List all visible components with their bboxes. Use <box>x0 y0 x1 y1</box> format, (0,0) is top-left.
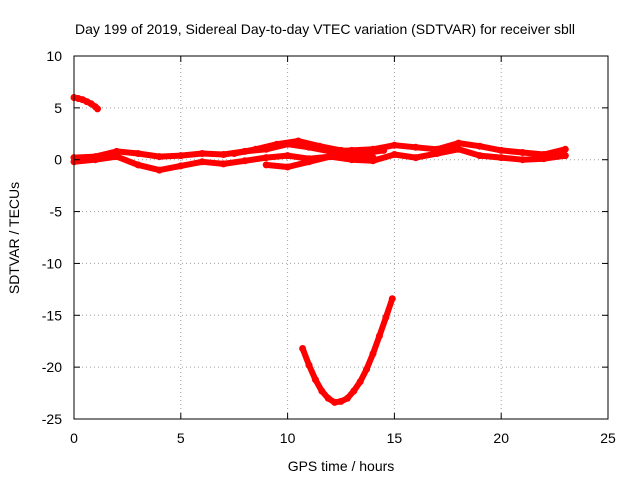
data-point <box>198 158 206 166</box>
data-point <box>561 152 569 160</box>
y-tick-label: 10 <box>46 48 62 64</box>
data-point <box>177 152 185 160</box>
series-line-main-band-d <box>263 152 376 170</box>
x-tick-label: 5 <box>177 430 185 446</box>
data-point <box>155 153 163 161</box>
data-point <box>324 394 332 402</box>
data-point <box>390 151 398 158</box>
series-line-main-band-c <box>231 138 387 157</box>
x-tick-label: 0 <box>70 430 78 446</box>
data-point <box>497 154 505 162</box>
data-point <box>455 139 462 147</box>
data-point <box>388 295 396 303</box>
series-line-deep-dip <box>299 295 396 406</box>
data-point <box>198 150 206 157</box>
data-point <box>241 157 249 165</box>
data-point <box>113 153 121 161</box>
data-point <box>230 150 238 157</box>
y-tick-label: -5 <box>50 204 63 220</box>
data-point <box>311 376 319 384</box>
data-point <box>220 160 227 168</box>
axis-ticks: 0 5 10 15 20 25 -25 -20 -15 -10 -5 0 5 10 <box>42 48 616 446</box>
data-point <box>561 145 569 153</box>
x-tick-label: 25 <box>600 430 616 446</box>
data-point <box>326 153 334 161</box>
data-point <box>476 152 484 160</box>
data-point <box>177 162 185 170</box>
data-point <box>380 146 388 154</box>
data-point <box>337 146 345 154</box>
x-axis-label: GPS time / hours <box>288 458 395 474</box>
data-point <box>337 397 345 405</box>
data-point <box>305 361 313 369</box>
data-point <box>412 143 420 151</box>
data-point <box>318 387 326 395</box>
data-point <box>94 105 101 113</box>
data-point <box>273 140 281 148</box>
data-point <box>363 365 371 373</box>
data-point <box>294 137 302 145</box>
data-point <box>356 378 364 386</box>
data-point <box>369 350 377 358</box>
y-tick-label: -25 <box>42 411 62 427</box>
data-point <box>299 345 307 352</box>
data-points <box>70 94 569 406</box>
x-tick-label: 15 <box>387 430 403 446</box>
plot-frame <box>73 55 609 420</box>
x-tick-label: 20 <box>493 430 509 446</box>
y-tick-label: -10 <box>42 255 62 271</box>
data-point <box>519 149 527 156</box>
data-point <box>455 145 462 153</box>
data-point <box>284 163 292 171</box>
data-point <box>350 387 358 395</box>
data-point <box>433 150 441 157</box>
data-point <box>343 394 351 402</box>
data-point <box>262 154 270 162</box>
y-tick-label: -15 <box>42 307 62 323</box>
data-point <box>375 332 383 340</box>
data-point <box>113 147 121 155</box>
gridlines <box>74 56 608 419</box>
data-point <box>476 142 484 150</box>
y-tick-label: 0 <box>54 152 62 168</box>
data-point <box>348 152 356 160</box>
data-point <box>497 146 505 154</box>
y-tick-label: 5 <box>54 100 62 116</box>
data-point <box>262 161 270 169</box>
data-point <box>412 154 420 162</box>
y-tick-label: -20 <box>42 359 62 375</box>
y-axis-label: SDTVAR / TECUs <box>6 182 22 294</box>
data-point <box>382 313 390 321</box>
data-point <box>134 161 142 169</box>
data-point <box>155 166 163 174</box>
data-point <box>316 142 324 150</box>
data-point <box>331 398 339 406</box>
data-point <box>284 152 292 160</box>
data-point <box>134 150 142 157</box>
data-point <box>519 156 527 164</box>
data-point <box>220 151 227 158</box>
data-point <box>252 145 260 153</box>
data-point <box>390 141 398 149</box>
data-point <box>305 158 313 166</box>
chart-title: Day 199 of 2019, Sidereal Day-to-day VTE… <box>75 21 575 37</box>
x-tick-label: 10 <box>280 430 296 446</box>
data-point <box>91 156 99 164</box>
data-point <box>369 154 377 162</box>
data-point <box>540 155 548 163</box>
